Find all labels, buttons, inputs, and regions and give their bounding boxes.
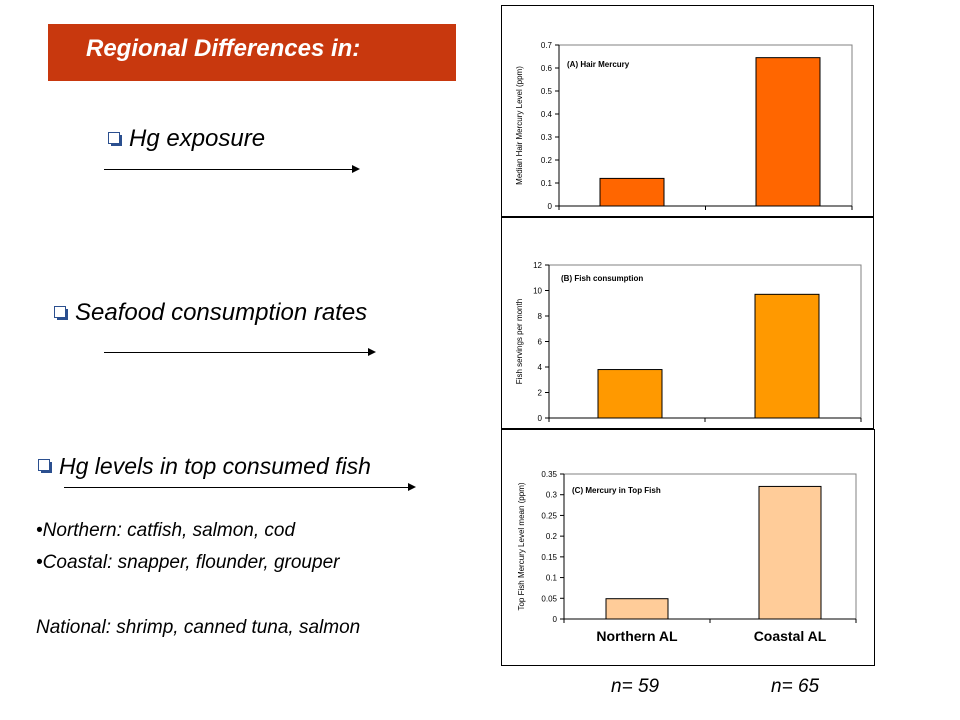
chart-fish-consumption: 0 2 4 6 8 10 12 (B) Fish consumption Fish servin… <box>501 217 874 429</box>
bar-coastal-al <box>758 485 822 620</box>
bar-coastal-al <box>754 293 820 419</box>
y-tick-label: 0.15 <box>541 553 557 562</box>
y-tick-label: 0.5 <box>541 87 553 96</box>
bullet-text: Seafood consumption rates <box>75 299 368 326</box>
y-tick-label: 0 <box>548 202 553 211</box>
y-tick-label: 0 <box>553 615 558 624</box>
bullet-text: Hg exposure <box>129 125 266 152</box>
bar-northern-al <box>605 598 669 620</box>
checkbox-bullet-icon <box>108 131 123 147</box>
y-tick-label: 0.1 <box>541 179 553 188</box>
y-tick-label: 2 <box>538 389 543 398</box>
y-tick-label: 0.3 <box>541 133 553 142</box>
checkbox-bullet-icon <box>38 459 53 474</box>
y-tick-label: 0.7 <box>541 41 553 50</box>
fish-list-northern: •Northern: catfish, salmon, cod <box>36 520 296 541</box>
chart-title: (C) Mercury in Top Fish <box>572 486 661 495</box>
bullet-hg-levels-fish: Hg levels in top consumed fish <box>38 453 371 480</box>
chart-mercury-top-fish: 0 0.05 0.1 0.15 0.2 0.25 0.3 0.35 Northern AL Coa… <box>501 429 875 666</box>
y-tick-label: 0.05 <box>541 594 557 603</box>
bullet-hg-exposure: Hg exposure <box>108 125 265 153</box>
y-axis-label: Fish servings per month <box>515 299 524 384</box>
bullet-seafood-consumption: Seafood consumption rates <box>54 299 367 327</box>
y-tick-label: 6 <box>538 338 543 347</box>
arrow-right-icon <box>104 348 376 356</box>
bar-coastal-al <box>755 57 821 207</box>
fish-list-coastal: •Coastal: snapper, flounder, grouper <box>36 552 340 573</box>
y-tick-label: 0.1 <box>546 574 558 583</box>
slide-title: Regional Differences in: <box>86 35 361 62</box>
y-tick-label: 12 <box>533 261 542 270</box>
chart-title: (A) Hair Mercury <box>567 60 630 69</box>
y-tick-label: 4 <box>538 363 543 372</box>
y-tick-label: 0.25 <box>541 511 557 520</box>
x-tick-label: Northern AL <box>596 628 678 644</box>
arrow-right-icon <box>104 165 360 173</box>
sample-size-northern: n= 59 <box>611 676 660 697</box>
title-banner <box>48 24 456 81</box>
fish-list-national: National: shrimp, canned tuna, salmon <box>36 617 361 638</box>
y-tick-label: 0.2 <box>541 156 553 165</box>
y-tick-label: 0.6 <box>541 64 553 73</box>
y-tick-label: 0 <box>538 414 543 423</box>
bar-northern-al <box>599 177 665 207</box>
sample-size-coastal: n= 65 <box>771 676 820 697</box>
y-tick-label: 0.4 <box>541 110 553 119</box>
x-tick-label: Coastal AL <box>754 628 827 644</box>
bullet-text: Hg levels in top consumed fish <box>59 453 371 479</box>
checkbox-bullet-icon <box>54 305 69 321</box>
y-tick-label: 0.35 <box>541 470 557 479</box>
chart-title: (B) Fish consumption <box>561 274 643 283</box>
y-axis-label: Median Hair Mercury Level (ppm) <box>515 66 524 185</box>
y-tick-label: 8 <box>538 312 543 321</box>
y-axis-label: Top Fish Mercury Level mean (ppm) <box>517 482 526 610</box>
bar-northern-al <box>597 369 663 419</box>
y-tick-label: 10 <box>533 287 542 296</box>
y-tick-label: 0.3 <box>546 491 558 500</box>
arrow-right-icon <box>64 483 416 491</box>
chart-hair-mercury: 0 0.1 0.2 0.3 0.4 0.5 0.6 0.7 (A) Hair Mercury Me… <box>501 5 874 217</box>
y-tick-label: 0.2 <box>546 532 558 541</box>
